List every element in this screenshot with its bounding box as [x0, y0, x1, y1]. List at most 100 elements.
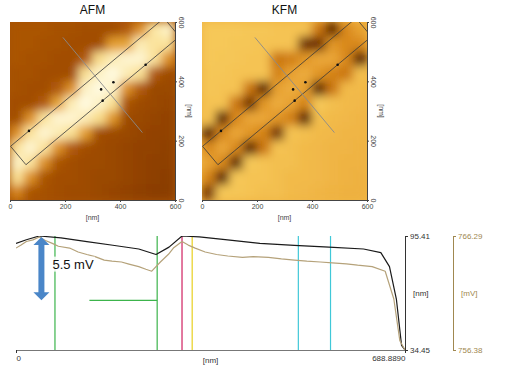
- tick: 200: [252, 200, 264, 210]
- cell: [161, 22, 175, 37]
- tick-label: 600: [362, 203, 374, 210]
- cell: [147, 140, 161, 155]
- cell: [106, 111, 120, 126]
- tick-mark: [120, 200, 121, 202]
- cell: [120, 22, 134, 37]
- cell: [51, 96, 65, 111]
- cell: [78, 22, 92, 37]
- cursor-dot: [336, 63, 339, 66]
- annotation: 5.5 mV: [51, 257, 95, 272]
- cell: [92, 126, 106, 141]
- cell: [92, 111, 106, 126]
- cell: [23, 22, 37, 37]
- panel-title: AFM: [80, 3, 105, 17]
- cell: [10, 126, 24, 141]
- cell: [161, 170, 175, 185]
- cell: [78, 96, 92, 111]
- cell: [312, 66, 326, 81]
- cell: [78, 140, 92, 155]
- cell: [92, 155, 106, 170]
- cell: [215, 111, 229, 126]
- cell: [78, 111, 92, 126]
- cell: [312, 155, 326, 170]
- tick: 400: [175, 76, 185, 88]
- cell: [339, 66, 353, 81]
- cell: [161, 111, 175, 126]
- cell: [51, 66, 65, 81]
- cell: [51, 51, 65, 66]
- tick-mark: [453, 236, 456, 237]
- cell: [23, 66, 37, 81]
- cell: [147, 96, 161, 111]
- cell: [202, 22, 216, 37]
- axis-line: [17, 351, 406, 354]
- cell: [161, 96, 175, 111]
- tick: 766.29: [453, 232, 483, 241]
- cell: [78, 37, 92, 52]
- cell: [257, 37, 271, 52]
- tick-mark: [367, 81, 369, 82]
- cell: [229, 96, 243, 111]
- level-line: [89, 300, 157, 301]
- cursor-dot: [101, 99, 104, 102]
- axis: 34.4595.41: [405, 232, 431, 355]
- tick: 34.45: [405, 346, 431, 355]
- cell: [353, 155, 367, 170]
- cell: [229, 66, 243, 81]
- x-axis-title: [nm]: [203, 356, 219, 365]
- x-axis-title: [nm]: [278, 214, 292, 222]
- cell: [92, 37, 106, 52]
- tick-label: 34.45: [410, 346, 431, 355]
- cell: [257, 155, 271, 170]
- cell: [270, 96, 284, 111]
- cell: [284, 37, 298, 52]
- cell: [339, 185, 353, 200]
- tick: 200: [60, 200, 72, 210]
- cell: [10, 155, 24, 170]
- cell: [270, 22, 284, 37]
- axis: 756.38766.29: [453, 232, 483, 355]
- cell: [147, 170, 161, 185]
- cell: [51, 170, 65, 185]
- double-arrow: [33, 237, 49, 300]
- cell: [284, 155, 298, 170]
- cell: [257, 170, 271, 185]
- cell: [161, 155, 175, 170]
- tick: 200: [367, 135, 377, 147]
- cell: [339, 155, 353, 170]
- cell: [51, 111, 65, 126]
- cell: [10, 96, 24, 111]
- tick-label: 200: [370, 135, 377, 147]
- cell: [284, 126, 298, 141]
- cell: [257, 185, 271, 200]
- cell: [270, 185, 284, 200]
- cursor-dot: [293, 99, 296, 102]
- cell: [133, 22, 147, 37]
- cell: [23, 185, 37, 200]
- tick-label: 0: [370, 199, 377, 203]
- cell: [215, 51, 229, 66]
- cell: [325, 37, 339, 52]
- cell: [215, 66, 229, 81]
- cell: [37, 185, 51, 200]
- cell: [65, 81, 79, 96]
- cell: [353, 185, 367, 200]
- cell: [215, 170, 229, 185]
- cell: [65, 22, 79, 37]
- cell: [10, 22, 24, 37]
- cell: [78, 155, 92, 170]
- cell: [161, 81, 175, 96]
- tick-mark: [175, 81, 177, 82]
- cell: [23, 155, 37, 170]
- cell: [51, 22, 65, 37]
- axis-line: [368, 23, 370, 201]
- cell: [229, 126, 243, 141]
- tick-mark: [175, 141, 177, 142]
- cell: [120, 126, 134, 141]
- cell: [37, 96, 51, 111]
- cell: [312, 170, 326, 185]
- cell: [65, 170, 79, 185]
- cell: [106, 185, 120, 200]
- cell: [243, 22, 257, 37]
- tick-mark: [312, 200, 313, 202]
